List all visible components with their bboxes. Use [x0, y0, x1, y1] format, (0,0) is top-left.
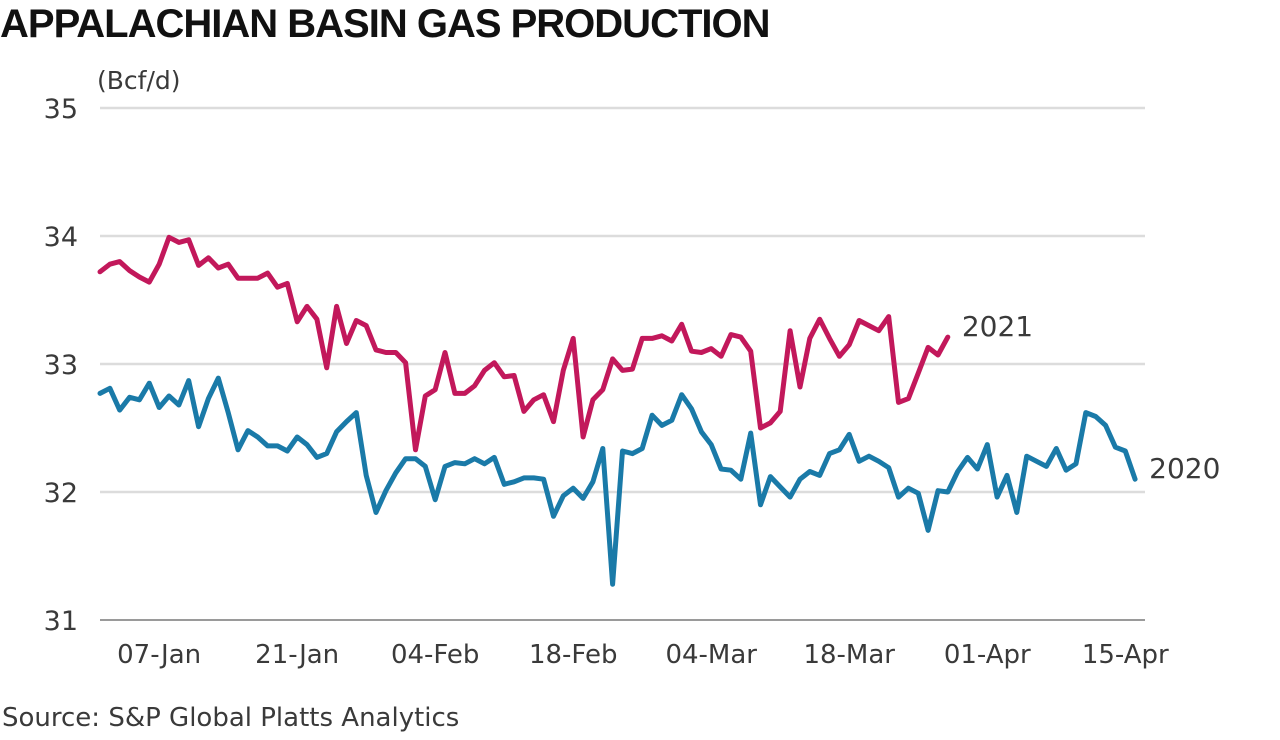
y-tick-label: 34 [44, 222, 78, 253]
series-label-2021: 2021 [962, 310, 1033, 343]
series-lines [97, 234, 1138, 587]
x-tick-label: 04-Mar [665, 640, 757, 670]
y-tick-label: 33 [44, 350, 78, 381]
series-line-2021 [97, 234, 951, 453]
series-labels: 2020 2021 [962, 310, 1221, 485]
chart-title: APPALACHIAN BASIN GAS PRODUCTION [0, 2, 771, 46]
x-tick-label: 04-Feb [391, 640, 480, 670]
y-tick-label: 32 [44, 478, 78, 509]
x-tick-label: 01-Apr [944, 640, 1031, 670]
series-label-2020: 2020 [1149, 452, 1220, 485]
gridlines [100, 106, 1145, 621]
x-tick-label: 18-Feb [529, 640, 618, 670]
x-tick-label: 18-Mar [803, 640, 895, 670]
y-tick-label: 35 [44, 94, 78, 125]
x-tick-label: 15-Apr [1082, 640, 1169, 670]
y-axis-unit-label: (Bcf/d) [97, 66, 181, 95]
x-axis-ticks: 07-Jan 21-Jan 04-Feb 18-Feb 04-Mar 18-Mar 01-A… [117, 640, 1169, 670]
series-line-2020 [97, 375, 1138, 587]
source-note: Source: S&P Global Platts Analytics [2, 703, 460, 733]
y-axis-ticks: 31 32 33 34 35 [44, 94, 78, 637]
x-tick-label: 07-Jan [117, 640, 201, 670]
x-tick-label: 21-Jan [255, 640, 339, 670]
y-tick-label: 31 [44, 606, 78, 637]
